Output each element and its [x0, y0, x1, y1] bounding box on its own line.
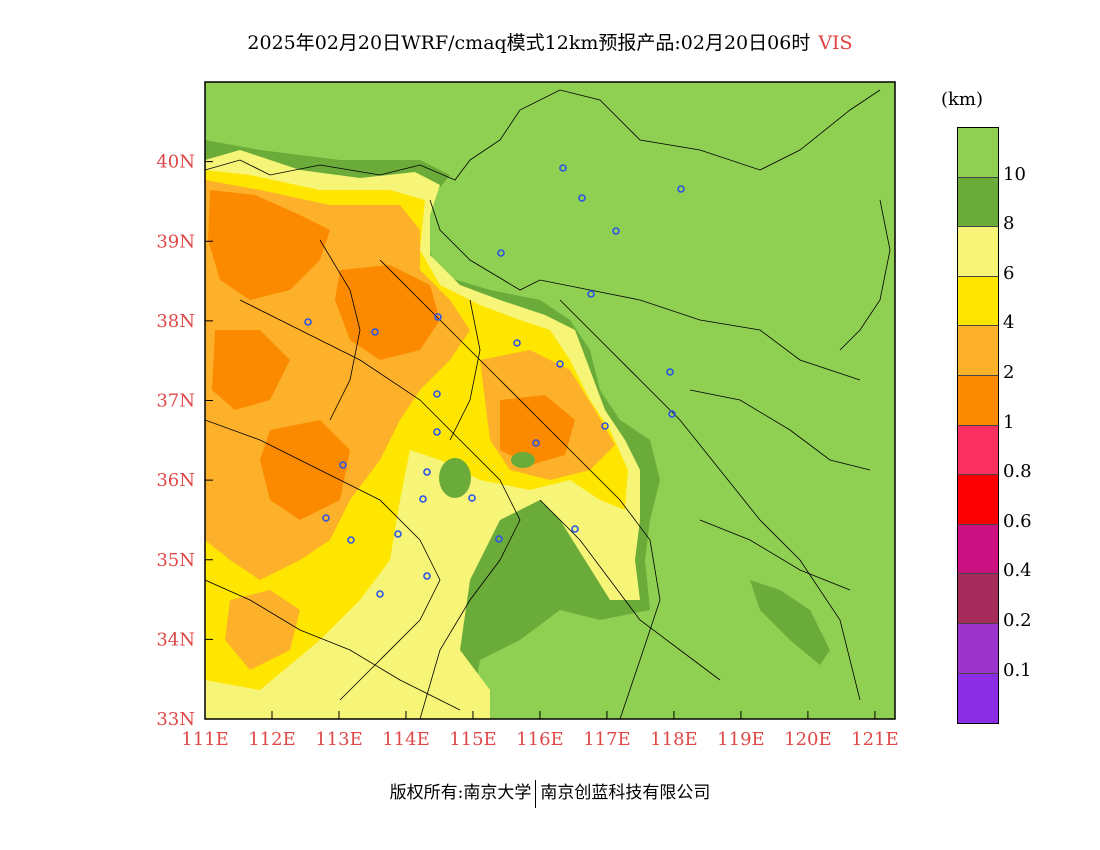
colorbar [957, 127, 999, 725]
colorbar-unit: (km) [941, 89, 984, 110]
colorbar-label: 4 [1003, 312, 1015, 334]
station-marker [587, 290, 595, 298]
lon-tick-label: 111E [181, 729, 229, 750]
colorbar-swatch [958, 375, 998, 426]
map-title: 2025年02月20日WRF/cmaq模式12km预报产品:02月20日06时 V… [0, 28, 1100, 55]
orange-zone-sw [260, 420, 350, 520]
station-marker [468, 494, 476, 502]
orange-zone-east [500, 395, 575, 465]
station-marker [423, 572, 431, 580]
lon-tick-label: 119E [717, 729, 765, 750]
colorbar-swatch [958, 276, 998, 327]
station-marker [371, 328, 379, 336]
orange-zone-center [335, 265, 440, 360]
colorbar-label: 0.8 [1003, 461, 1032, 483]
colorbar-label: 10 [1003, 163, 1026, 185]
lon-tick-label: 114E [382, 729, 430, 750]
colorbar-label: 0.1 [1003, 659, 1032, 681]
colorbar-label: 0.6 [1003, 510, 1032, 532]
station-marker [495, 535, 503, 543]
station-marker [423, 468, 431, 476]
colorbar-swatch [958, 326, 998, 376]
lon-tick-label: 112E [248, 729, 296, 750]
station-marker [559, 164, 567, 172]
colorbar-swatch [958, 475, 998, 525]
title-variable: VIS [818, 32, 853, 54]
lon-tick-label: 121E [851, 729, 899, 750]
station-marker [376, 590, 384, 598]
station-marker [556, 360, 564, 368]
station-marker [394, 530, 402, 538]
lat-tick-label: 33N [156, 709, 195, 730]
city-stations [304, 164, 685, 598]
colorbar-swatch [958, 227, 998, 277]
station-marker [419, 495, 427, 503]
colorbar-swatch [958, 673, 998, 724]
colorbar-label: 6 [1003, 262, 1015, 284]
lat-tick-label: 36N [156, 470, 195, 491]
green-hole-west [439, 458, 471, 498]
colorbar-swatch [958, 524, 998, 575]
lat-tick-label: 34N [156, 629, 195, 650]
colorbar-label: 1 [1003, 411, 1015, 433]
lat-tick-label: 39N [156, 231, 195, 252]
station-marker [434, 313, 442, 321]
title-text: 2025年02月20日WRF/cmaq模式12km预报产品:02月20日06时 [247, 32, 811, 54]
colorbar-swatch [958, 128, 998, 178]
station-marker [666, 368, 674, 376]
light-orange-south-zone [225, 590, 300, 670]
copyright-left: 版权所有:南京大学 [389, 783, 532, 803]
station-marker [304, 318, 312, 326]
station-marker [668, 410, 676, 418]
station-marker [571, 525, 579, 533]
station-marker [433, 428, 441, 436]
visibility-field [205, 82, 895, 719]
lon-tick-label: 120E [784, 729, 832, 750]
admin-boundaries [205, 89, 891, 719]
lat-tick-label: 40N [156, 152, 195, 173]
lon-tick-label: 113E [315, 729, 363, 750]
station-marker [322, 514, 330, 522]
station-marker [578, 194, 586, 202]
colorbar-swatch [958, 574, 998, 624]
lat-tick-label: 38N [156, 311, 195, 332]
station-marker [513, 339, 521, 347]
orange-zone-west [212, 330, 290, 410]
colorbar-label: 0.2 [1003, 610, 1032, 631]
copyright-footer: 版权所有:南京大学 南京创蓝科技有限公司 [0, 778, 1100, 808]
green-hole-east [511, 452, 535, 468]
station-marker [612, 227, 620, 235]
lat-tick-label: 37N [156, 391, 195, 412]
lon-tick-label: 116E [516, 729, 564, 750]
colorbar-swatch [958, 623, 998, 674]
station-marker [601, 422, 609, 430]
station-marker [347, 536, 355, 544]
station-marker [433, 390, 441, 398]
colorbar-swatch [958, 425, 998, 476]
colorbar-label: 0.4 [1003, 560, 1032, 582]
station-marker [497, 249, 505, 257]
station-marker [532, 439, 540, 447]
colorbar-label: 2 [1003, 362, 1015, 383]
copyright-right: 南京创蓝科技有限公司 [540, 783, 711, 803]
lon-tick-label: 115E [449, 729, 497, 750]
lon-tick-label: 117E [583, 729, 631, 750]
station-marker [677, 185, 685, 193]
dark-green-offshore-patch [750, 580, 830, 665]
footer-separator [535, 779, 537, 808]
colorbar-swatch [958, 177, 998, 228]
orange-zone-nw [208, 190, 330, 300]
colorbar-label: 8 [1003, 213, 1015, 235]
lat-tick-label: 35N [156, 550, 195, 571]
lon-tick-label: 118E [650, 729, 698, 750]
station-marker [339, 461, 347, 469]
axis-ticks: 111E 112E 113E 114E 115E 116E 117E 118E 119E 120E… [156, 152, 898, 750]
